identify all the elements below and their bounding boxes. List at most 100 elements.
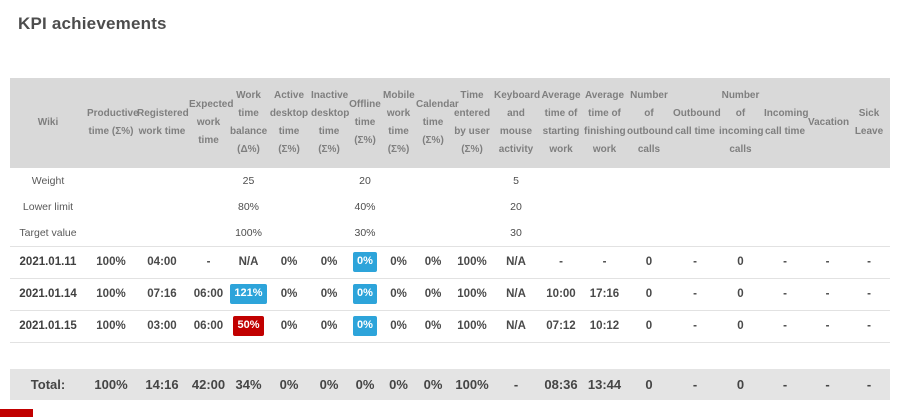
column-header: Inactive desktop time (Σ%) (310, 78, 349, 168)
cell (415, 220, 451, 246)
column-header: Expected work time (188, 78, 233, 168)
cell (268, 220, 310, 246)
cell: 0% (310, 278, 348, 311)
total-cell: 0 (626, 369, 672, 400)
cell: 04:00 (136, 245, 188, 279)
cell: - (848, 310, 890, 343)
cell: - (672, 245, 718, 279)
column-header: Productive time (Σ%) (86, 78, 139, 168)
total-cell: 100% (451, 369, 493, 400)
cell: 100% (451, 310, 493, 343)
cell: 0% (415, 278, 451, 311)
cell: 30% (354, 226, 376, 239)
cell: 07:16 (136, 278, 188, 311)
column-header: Outbound call time (672, 78, 721, 168)
total-cell: 100% (86, 369, 136, 400)
status-badge-blue: 0% (353, 316, 377, 336)
cell: 07:12 (539, 310, 583, 343)
column-header: Incoming call time (763, 78, 808, 168)
meta-row-target-value: Target value 100% 30% 30 (10, 220, 890, 246)
total-row: Total: 100% 14:16 42:00 34% 0% 0% 0% 0% 0% 100% -08… (10, 369, 890, 400)
cell: 20 (510, 201, 522, 213)
cell: N/A (493, 310, 539, 343)
cell: - (672, 310, 718, 343)
cell (382, 220, 415, 246)
cell: 0% (382, 278, 415, 311)
cell: 0% (268, 310, 310, 343)
total-cell: 08:36 (539, 369, 583, 400)
cell: - (188, 245, 229, 279)
column-header: Average time of starting work (539, 78, 583, 168)
total-label: Total: (10, 369, 86, 400)
cell: - (539, 245, 583, 279)
cell: 0% (268, 245, 310, 279)
cell (807, 220, 848, 246)
total-cell: - (848, 369, 890, 400)
cell (583, 194, 626, 220)
cell (310, 220, 348, 246)
spacer-cell (10, 342, 890, 369)
cell (188, 194, 229, 220)
cell: 06:00 (188, 278, 229, 311)
column-header: Number of outbound calls (626, 78, 673, 168)
cell (626, 168, 672, 194)
cell: 0 (718, 278, 763, 311)
header-row: Wiki Productive time (Σ%) Registered work … (10, 78, 890, 168)
cell: N/A (493, 278, 539, 311)
cell: - (763, 310, 807, 343)
column-header: Sick Leave (848, 78, 890, 168)
meta-row-weight: Weight 25 20 5 (10, 168, 890, 194)
row-label: Lower limit (22, 201, 74, 213)
cell (807, 168, 848, 194)
cell: - (763, 245, 807, 279)
total-cell: - (493, 369, 539, 400)
cell: 30 (510, 226, 522, 239)
cell: N/A (229, 245, 268, 279)
cell (136, 220, 188, 246)
cell: 0% (348, 310, 382, 343)
table-row: 2021.01.11 100% 04:00- N/A 0% 0% 0% 0% 0% 100% N/A… (10, 245, 890, 279)
cell: 80% (237, 201, 259, 213)
cell (583, 168, 626, 194)
total-cell: - (763, 369, 807, 400)
total-cell: 0% (310, 369, 348, 400)
cell: - (807, 245, 848, 279)
cell: 20 (359, 175, 371, 187)
cell (718, 194, 763, 220)
column-header: Vacation (807, 78, 849, 168)
cell (718, 168, 763, 194)
column-header: Number of incoming calls (718, 78, 763, 168)
cell (451, 220, 493, 246)
cell (136, 194, 188, 220)
cell (268, 168, 310, 194)
cell (672, 220, 718, 246)
row-date: 2021.01.11 (10, 245, 86, 279)
column-header: Average time of finishing work (583, 78, 626, 168)
cell: 100% (235, 226, 262, 239)
row-date: 2021.01.15 (10, 310, 86, 343)
cell (539, 194, 583, 220)
row-label: Target value (19, 226, 77, 239)
status-badge-blue: 0% (353, 284, 377, 304)
row-label: Weight (31, 175, 65, 187)
cell (763, 194, 807, 220)
legend-red-swatch (0, 409, 33, 417)
cell: 0% (415, 310, 451, 343)
cell: 0% (348, 245, 382, 279)
cell (382, 194, 415, 220)
cell (382, 168, 415, 194)
total-cell: 0% (348, 369, 382, 400)
cell: 17:16 (583, 278, 626, 311)
status-badge-blue: 0% (353, 252, 377, 272)
cell: 0 (626, 245, 672, 279)
table-row: 2021.01.15 100% 03:00 06:00 50% 0% 0% 0% 0% 0% 100… (10, 310, 890, 343)
cell: 100% (86, 310, 136, 343)
column-header: Time entered by user (Σ%) (451, 78, 493, 168)
cell (86, 168, 136, 194)
cell (188, 220, 229, 246)
cell: 0% (268, 278, 310, 311)
cell: 100% (86, 278, 136, 311)
cell (848, 168, 890, 194)
cell: 0% (310, 245, 348, 279)
cell: - (583, 245, 626, 279)
